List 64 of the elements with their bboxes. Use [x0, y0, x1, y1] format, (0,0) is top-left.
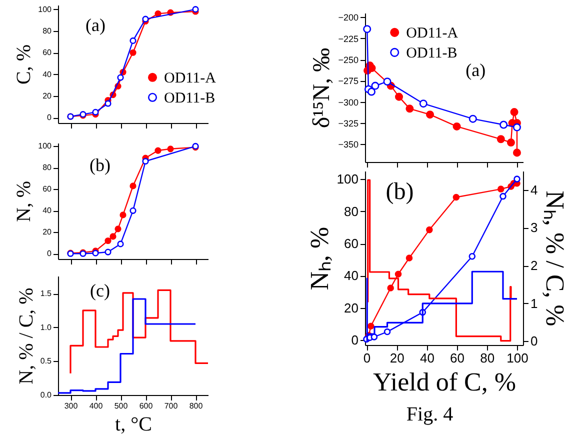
y-tick-label: 80 — [42, 163, 52, 172]
y-tick-label: −300 — [338, 97, 358, 108]
x-tick-label: 20 — [390, 350, 404, 366]
y-tick-label: 20 — [344, 300, 358, 316]
y-axis-title: N, % — [13, 180, 36, 222]
annotation: (b) — [386, 178, 414, 205]
y-tick-label: −250 — [338, 55, 358, 66]
legend-label: OD11-B — [164, 90, 216, 106]
y-axis-title: N, % / C, % — [15, 288, 38, 384]
x-axis-title: t, °C — [115, 414, 152, 434]
y2-tick-label: 4 — [530, 182, 538, 198]
legend-label: OD11-B — [406, 45, 458, 62]
annotation: (c) — [90, 280, 110, 300]
y-tick-label: 100 — [38, 142, 52, 151]
y2-tick-label: 3 — [530, 220, 538, 236]
x-tick-label: 400 — [89, 402, 104, 410]
y-tick-label: 1.5 — [40, 289, 52, 298]
x-tick-label: 0 — [363, 350, 371, 366]
legend-label: OD11-A — [406, 25, 458, 42]
y-tick-label: 60 — [344, 236, 358, 251]
y-tick-label: 100 — [336, 172, 358, 187]
x-tick-label: 800 — [189, 402, 204, 410]
y-axis-title: Nₕ, % — [304, 226, 334, 290]
x-tick-label: 500 — [114, 402, 128, 410]
legend-label: OD11-A — [164, 70, 216, 86]
annotation: (a) — [466, 60, 486, 80]
y-tick-label: 0.0 — [40, 390, 52, 400]
y-tick-label: 0.5 — [40, 356, 52, 366]
y-tick-label: 100 — [38, 4, 52, 14]
y-tick-label: 80 — [344, 204, 358, 219]
x-tick-label: 300 — [64, 402, 78, 410]
y-tick-label: −350 — [338, 140, 358, 150]
y2-tick-label: 2 — [530, 258, 538, 274]
y-tick-label: 0 — [47, 113, 52, 122]
y-tick-label: −225 — [338, 34, 358, 44]
y-tick-label: 40 — [42, 70, 52, 79]
y-tick-label: 60 — [42, 48, 52, 58]
y-tick-label: −325 — [338, 118, 358, 129]
y-tick-label: 40 — [344, 268, 358, 284]
y-tick-label: 60 — [42, 184, 52, 194]
x-tick-label: 600 — [139, 402, 154, 410]
x-axis-title: Yield of C, % — [373, 368, 516, 396]
x-tick-label: 60 — [450, 350, 465, 366]
y-tick-label: 1.0 — [40, 322, 52, 332]
y-tick-label: 80 — [42, 26, 52, 36]
x-tick-label: 40 — [420, 350, 434, 366]
annotation: (a) — [86, 15, 106, 36]
y-tick-label: −275 — [338, 76, 358, 86]
y-tick-label: 20 — [42, 228, 52, 237]
x-tick-label: 700 — [164, 402, 178, 410]
x-tick-label: 80 — [480, 350, 495, 366]
y-tick-label: 20 — [42, 91, 52, 100]
y2-tick-label: 0 — [530, 334, 538, 349]
y-tick-label: 40 — [42, 206, 52, 216]
y-tick-label: 0 — [351, 332, 358, 348]
y2-axis-title: Nₕ, % / C, % — [540, 190, 570, 326]
x-tick-label: 100 — [506, 350, 528, 366]
y-axis-title: C, % — [13, 44, 36, 84]
y-axis-title: δ¹⁵N, ‰ — [309, 48, 336, 128]
annotation: (b) — [90, 155, 110, 176]
y2-tick-label: 1 — [530, 296, 538, 311]
y-tick-label: −200 — [338, 12, 358, 23]
y-tick-label: 0 — [47, 249, 52, 258]
caption: Fig. 4 — [406, 404, 454, 426]
